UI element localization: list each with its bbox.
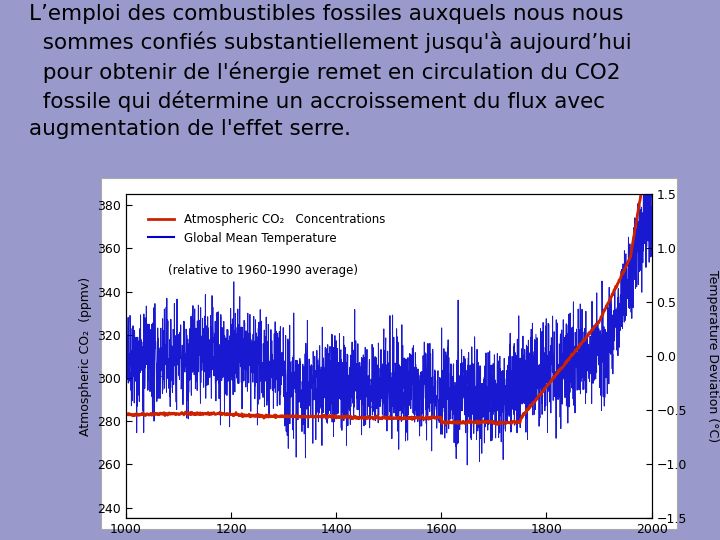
Legend: Atmospheric CO₂   Concentrations, Global Mean Temperature: Atmospheric CO₂ Concentrations, Global M… [143, 207, 391, 251]
Text: (relative to 1960-1990 average): (relative to 1960-1990 average) [168, 264, 358, 277]
Text: L’emploi des combustibles fossiles auxquels nous nous
  sommes confiés substanti: L’emploi des combustibles fossiles auxqu… [29, 4, 631, 139]
Y-axis label: Temperature Deviation (°C): Temperature Deviation (°C) [706, 271, 719, 442]
Y-axis label: Atmospheric CO₂  (ppmv): Atmospheric CO₂ (ppmv) [78, 277, 91, 436]
